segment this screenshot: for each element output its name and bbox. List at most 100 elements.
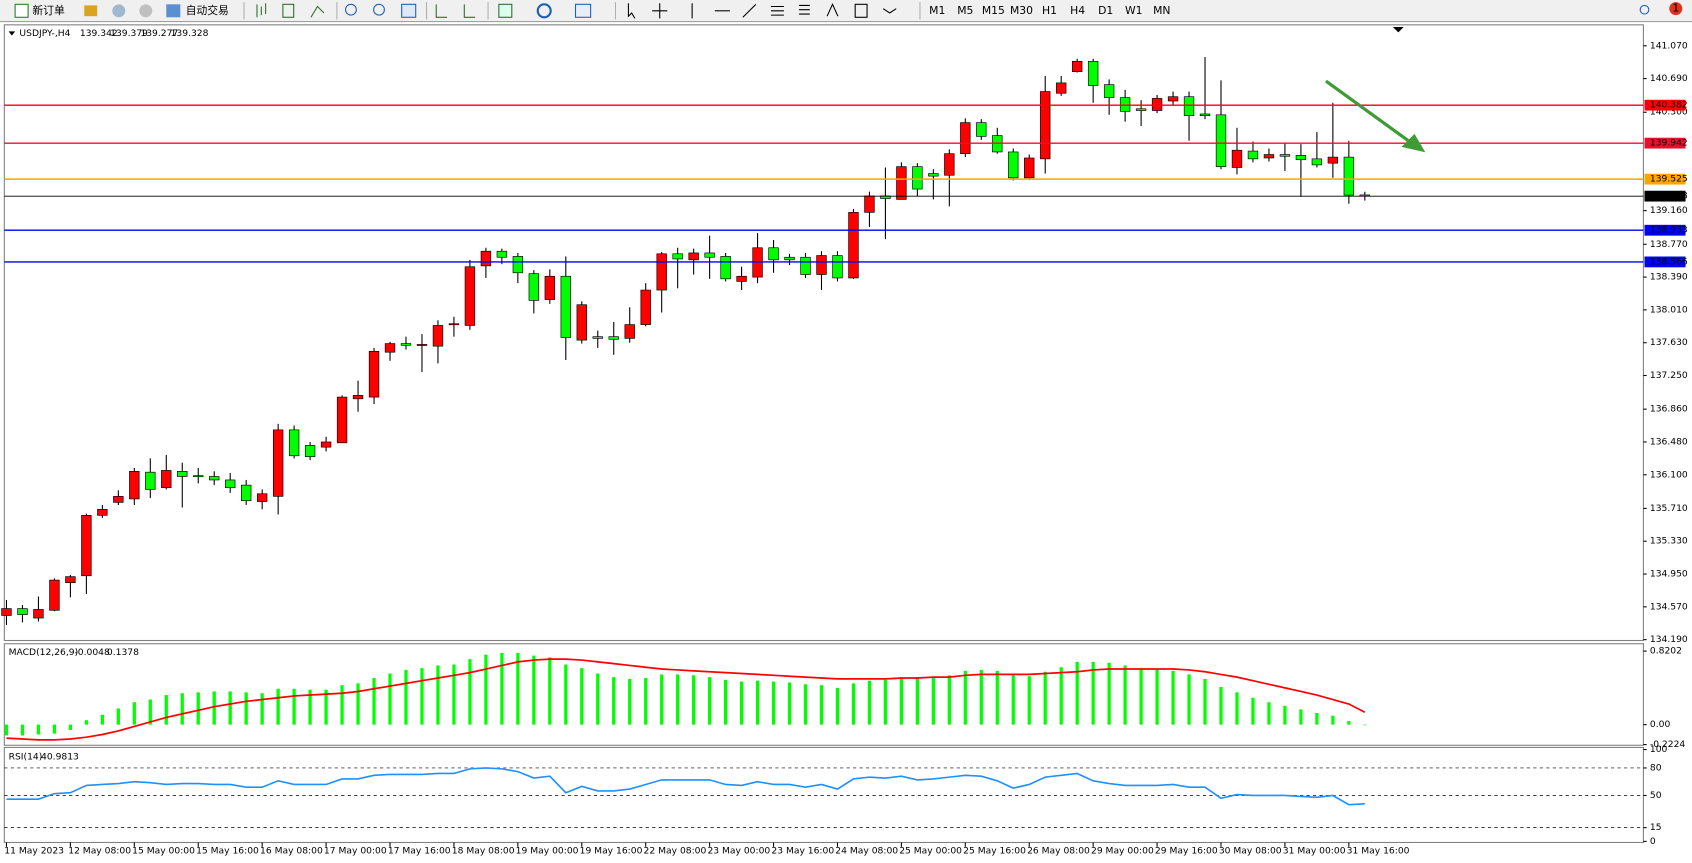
- macd-bar: [116, 708, 120, 725]
- icon-channel[interactable]: [770, 5, 784, 16]
- macd-bar: [803, 684, 808, 725]
- x-tick-label: 11 May 2023: [4, 846, 64, 857]
- macd-bar: [324, 689, 328, 725]
- price-tag: [1644, 190, 1686, 202]
- macd-bar: [660, 674, 664, 725]
- macd-bar: [1363, 724, 1367, 726]
- macd-bar: [452, 664, 456, 725]
- macd-bar: [915, 677, 919, 725]
- rsi-label: RSI(14): [9, 752, 43, 763]
- icon-templates[interactable]: [574, 3, 592, 18]
- icon-arrows[interactable]: [882, 8, 897, 14]
- bid-label: 139.328: [1650, 191, 1688, 202]
- candle-body: [1103, 84, 1115, 98]
- price-tag-label: 139.942: [1650, 138, 1688, 149]
- timeframe-button[interactable]: H1: [1042, 4, 1057, 17]
- toolbar-button[interactable]: 自动交易: [186, 4, 229, 17]
- icon-fibo[interactable]: [799, 4, 810, 15]
- icon-text[interactable]: [826, 3, 839, 17]
- timeframe-button[interactable]: W1: [1125, 4, 1143, 17]
- x-tick-label: 25 May 00:00: [899, 846, 962, 857]
- candle-body: [480, 250, 492, 267]
- candle-body: [688, 252, 699, 261]
- icon-crosshair[interactable]: [652, 3, 668, 19]
- candle-body: [528, 273, 540, 301]
- candle-body: [1, 608, 12, 616]
- chart-shift-marker[interactable]: [1392, 27, 1404, 33]
- macd-bar: [548, 657, 552, 725]
- macd-bar: [1219, 686, 1223, 725]
- x-tick-label: 19 May 16:00: [580, 846, 643, 857]
- macd-bar: [212, 691, 216, 725]
- icon[interactable]: [139, 4, 153, 18]
- macd-bar: [516, 652, 520, 725]
- icon-zoom-in[interactable]: [344, 3, 357, 16]
- candle-body: [1087, 60, 1099, 86]
- macd-bar: [132, 702, 136, 725]
- candle-body: [720, 256, 731, 280]
- x-tick-label: 18 May 08:00: [452, 846, 515, 857]
- macd-bar: [995, 670, 999, 725]
- macd-bar: [708, 677, 712, 725]
- icon-zoom-out[interactable]: [373, 3, 385, 16]
- macd-bar: [1187, 674, 1191, 725]
- ohlc-high: 139.379: [110, 28, 148, 39]
- icon-autotrade[interactable]: [166, 4, 181, 18]
- timeframe-button[interactable]: M5: [957, 4, 973, 17]
- candle-body: [1199, 113, 1211, 117]
- macd-bar: [755, 680, 760, 725]
- icon-indicators[interactable]: [498, 3, 513, 18]
- macd-bar: [1043, 671, 1047, 725]
- candle-body: [33, 609, 44, 619]
- icon-periods[interactable]: [536, 3, 552, 19]
- candle-body: [1343, 156, 1355, 196]
- candle-body: [1215, 114, 1227, 167]
- timeframe-button[interactable]: M1: [929, 4, 945, 17]
- icon-label[interactable]: [854, 3, 868, 18]
- symbol-menu-marker[interactable]: [8, 31, 16, 36]
- timeframe-button[interactable]: H4: [1070, 4, 1085, 17]
- icon-tile[interactable]: [401, 3, 417, 18]
- price-tag: [1644, 99, 1686, 111]
- timeframe-button[interactable]: MN: [1153, 4, 1170, 17]
- icon-new-order[interactable]: [14, 3, 29, 18]
- icon-candles[interactable]: [282, 3, 295, 18]
- macd-panel: [3, 643, 1644, 746]
- candle-body: [288, 429, 300, 457]
- candle-body: [1327, 156, 1339, 164]
- icon-search[interactable]: [1639, 4, 1650, 15]
- icon-shift[interactable]: [435, 4, 448, 18]
- macd-bar: [468, 659, 472, 725]
- candle-body: [672, 253, 683, 260]
- macd-bar: [4, 724, 9, 736]
- icon-trendline[interactable]: [742, 3, 757, 18]
- macd-bar: [356, 683, 360, 725]
- candle-body: [912, 166, 923, 190]
- timeframe-button[interactable]: M15: [982, 4, 1005, 17]
- icon-line[interactable]: [310, 5, 325, 18]
- icon[interactable]: [112, 4, 126, 18]
- candle-body: [656, 253, 667, 291]
- macd-bar: [180, 693, 184, 725]
- timeframe-button[interactable]: M30: [1010, 4, 1033, 17]
- notification-badge[interactable]: [1669, 2, 1683, 16]
- y-tick-label: 15: [1650, 822, 1662, 833]
- candle-body: [1008, 151, 1019, 179]
- icon-bars[interactable]: [256, 3, 267, 18]
- y-tick-label: 0: [1650, 836, 1656, 847]
- ohlc-open: 139.342: [80, 28, 118, 39]
- x-tick-label: 15 May 16:00: [196, 846, 259, 857]
- macd-bar: [947, 675, 951, 725]
- candle-body: [97, 508, 108, 516]
- timeframe-button[interactable]: D1: [1098, 4, 1113, 17]
- candle-body: [928, 173, 939, 177]
- toolbar-button[interactable]: 新订单: [32, 4, 65, 17]
- macd-bar: [835, 687, 840, 725]
- icon[interactable]: [84, 5, 98, 17]
- macd-bar: [883, 679, 888, 725]
- icon-autoscroll[interactable]: [463, 4, 476, 18]
- candle-body: [161, 470, 172, 489]
- icon-cursor[interactable]: [627, 3, 636, 19]
- macd-bar: [500, 652, 504, 725]
